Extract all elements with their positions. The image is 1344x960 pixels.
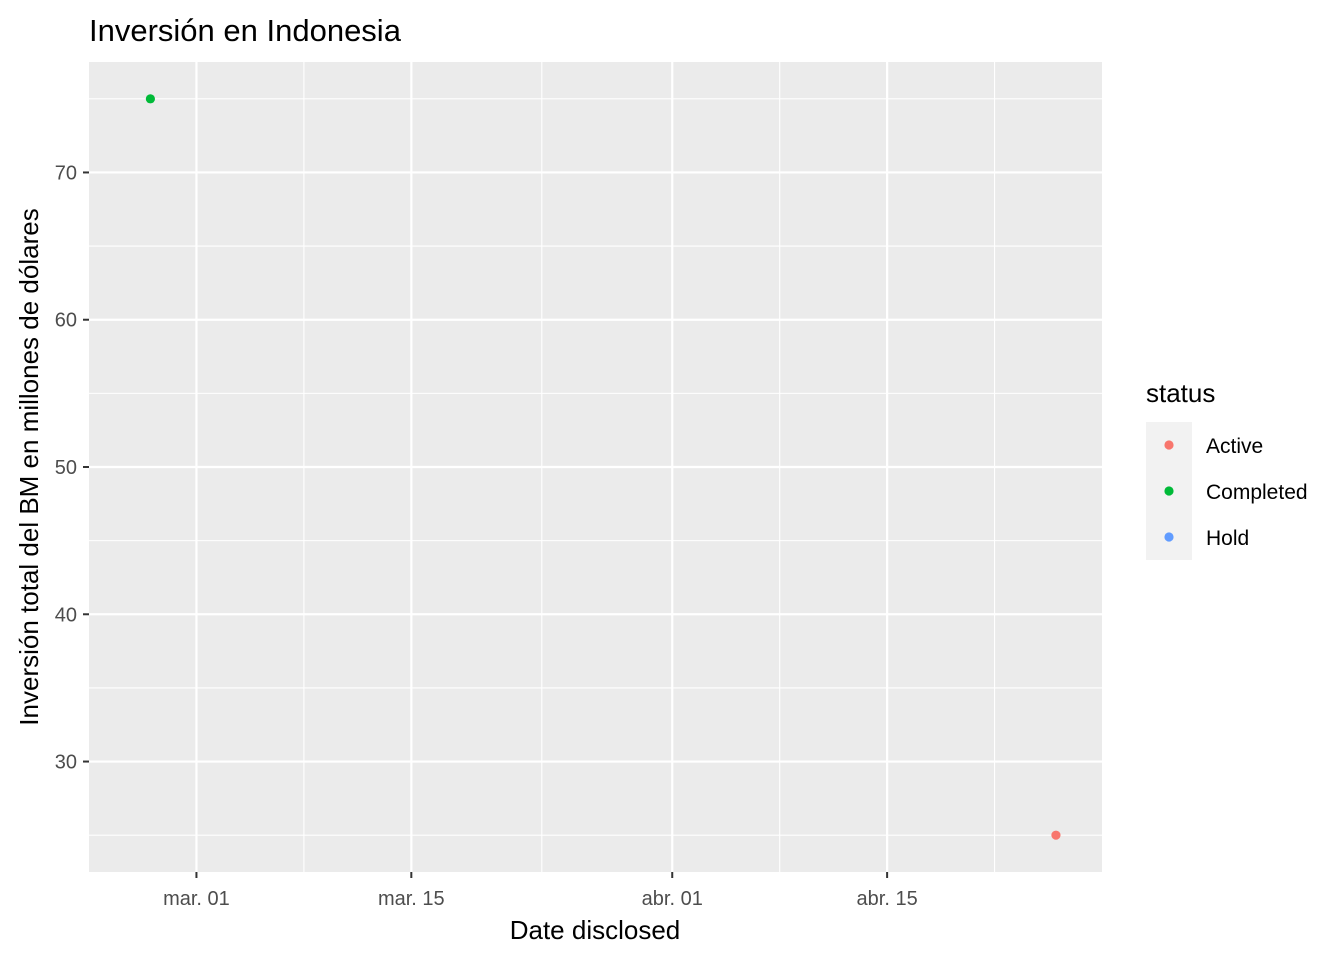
y-tick-label: 30 — [55, 752, 77, 774]
legend-key — [1164, 486, 1174, 496]
legend-label: Active — [1206, 435, 1263, 458]
y-tick-label: 70 — [55, 162, 77, 184]
legend-items: Active Completed Hold — [1146, 422, 1308, 560]
x-tick-label: mar. 01 — [163, 888, 230, 910]
data-points — [145, 94, 1061, 840]
data-point — [1051, 830, 1061, 840]
chart-title: Inversión en Indonesia — [89, 13, 402, 48]
legend-label: Completed — [1206, 481, 1308, 504]
y-tick-label: 60 — [55, 310, 77, 332]
y-tick-label: 40 — [55, 604, 77, 626]
legend-key — [1164, 440, 1174, 450]
legend: status Active Completed Hold — [1146, 378, 1308, 560]
legend-label: Hold — [1206, 527, 1249, 550]
legend-key — [1164, 532, 1174, 542]
x-tick-label: mar. 15 — [378, 888, 445, 910]
y-tick-label: 50 — [55, 457, 77, 479]
y-axis: 30 40 50 60 70 — [55, 162, 89, 774]
data-point — [145, 94, 155, 104]
x-tick-label: abr. 15 — [857, 888, 918, 910]
legend-title: status — [1146, 378, 1215, 408]
y-axis-title: Inversión total del BM en millones de dó… — [14, 208, 44, 725]
grid — [89, 62, 1102, 872]
x-axis: mar. 01 mar. 15 abr. 01 abr. 15 — [163, 872, 918, 910]
x-tick-label: abr. 01 — [642, 888, 703, 910]
x-axis-title: Date disclosed — [510, 915, 681, 945]
